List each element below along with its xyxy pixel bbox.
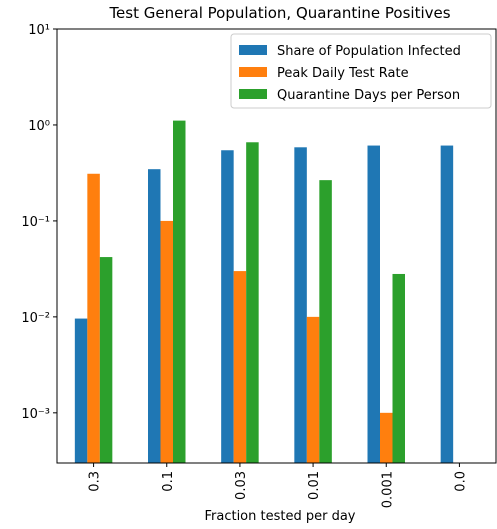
bar <box>319 180 332 463</box>
y-tick-label: 10⁻¹ <box>21 215 50 230</box>
x-tick-label: 0.0 <box>453 471 468 492</box>
x-tick-label: 0.01 <box>307 471 322 500</box>
x-tick-label: 0.3 <box>88 471 103 492</box>
legend-label: Share of Population Infected <box>277 44 461 59</box>
y-tick-label: 10⁰ <box>28 119 50 134</box>
legend-label: Quarantine Days per Person <box>277 88 460 103</box>
bar <box>246 142 259 464</box>
x-tick-label: 0.1 <box>161 471 176 492</box>
plot-frame <box>56 28 497 464</box>
bar <box>221 150 234 463</box>
legend-box <box>230 33 492 109</box>
bar <box>367 145 380 463</box>
bar <box>148 169 161 463</box>
bar <box>380 412 393 463</box>
legend-swatch <box>239 45 267 55</box>
bar <box>440 145 454 463</box>
bar <box>306 316 320 463</box>
y-tick-label: 10¹ <box>28 23 50 38</box>
y-tick-label: 10⁻² <box>21 311 50 326</box>
legend-label: Peak Daily Test Rate <box>277 66 409 81</box>
bar <box>87 173 100 463</box>
bar <box>160 220 173 463</box>
bar <box>74 318 88 463</box>
x-tick-label: 0.001 <box>380 471 395 508</box>
x-tick-label: 0.03 <box>234 471 249 500</box>
bar <box>173 120 186 463</box>
bar <box>392 273 405 463</box>
bar <box>99 257 113 463</box>
chart-title: Test General Population, Quarantine Posi… <box>108 4 450 22</box>
bar <box>233 271 247 463</box>
bar <box>294 147 307 464</box>
legend-swatch <box>239 67 267 77</box>
legend-swatch <box>239 89 267 99</box>
x-axis-label: Fraction tested per day <box>204 509 355 524</box>
y-tick-label: 10⁻³ <box>21 407 50 422</box>
